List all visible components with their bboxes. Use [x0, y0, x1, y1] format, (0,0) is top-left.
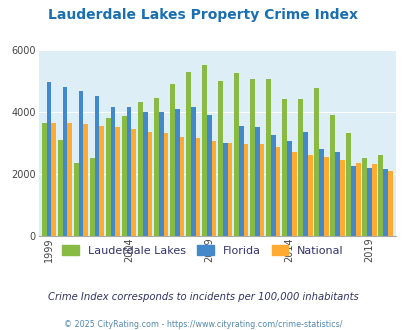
- Bar: [206, 115, 211, 236]
- Bar: [74, 163, 79, 236]
- Bar: [355, 163, 360, 236]
- Bar: [254, 127, 259, 236]
- Bar: [79, 91, 83, 236]
- Bar: [163, 133, 168, 236]
- Bar: [174, 109, 179, 236]
- Bar: [111, 107, 115, 236]
- Bar: [382, 169, 387, 236]
- Bar: [126, 107, 131, 236]
- Bar: [83, 124, 88, 236]
- Bar: [291, 152, 296, 236]
- Bar: [122, 116, 126, 236]
- Bar: [94, 96, 99, 236]
- Bar: [90, 158, 94, 236]
- Bar: [329, 115, 334, 236]
- Bar: [361, 158, 366, 236]
- Bar: [170, 84, 174, 236]
- Bar: [377, 155, 382, 236]
- Bar: [238, 126, 243, 236]
- Bar: [138, 102, 143, 236]
- Bar: [307, 155, 312, 236]
- Text: Crime Index corresponds to incidents per 100,000 inhabitants: Crime Index corresponds to incidents per…: [47, 292, 358, 302]
- Bar: [233, 73, 238, 236]
- Bar: [249, 79, 254, 236]
- Text: Lauderdale Lakes Property Crime Index: Lauderdale Lakes Property Crime Index: [48, 8, 357, 22]
- Bar: [345, 133, 350, 236]
- Bar: [243, 144, 248, 236]
- Bar: [67, 122, 72, 236]
- Bar: [179, 137, 184, 236]
- Bar: [143, 112, 147, 236]
- Bar: [323, 157, 328, 236]
- Bar: [286, 141, 291, 236]
- Bar: [302, 132, 307, 236]
- Bar: [318, 149, 323, 236]
- Bar: [339, 160, 344, 236]
- Bar: [259, 144, 264, 236]
- Bar: [147, 132, 152, 236]
- Bar: [51, 122, 56, 236]
- Bar: [313, 88, 318, 236]
- Bar: [99, 126, 104, 236]
- Legend: Lauderdale Lakes, Florida, National: Lauderdale Lakes, Florida, National: [58, 241, 347, 260]
- Bar: [387, 171, 392, 236]
- Bar: [217, 81, 222, 236]
- Bar: [202, 65, 206, 236]
- Bar: [115, 127, 120, 236]
- Bar: [371, 164, 376, 236]
- Bar: [131, 129, 136, 236]
- Bar: [297, 99, 302, 236]
- Bar: [190, 107, 195, 236]
- Text: © 2025 CityRating.com - https://www.cityrating.com/crime-statistics/: © 2025 CityRating.com - https://www.city…: [64, 320, 341, 329]
- Bar: [42, 122, 47, 236]
- Bar: [62, 87, 67, 236]
- Bar: [106, 118, 111, 236]
- Bar: [281, 99, 286, 236]
- Bar: [350, 166, 355, 236]
- Bar: [153, 98, 158, 236]
- Bar: [211, 141, 216, 236]
- Bar: [275, 148, 280, 236]
- Bar: [227, 143, 232, 236]
- Bar: [158, 112, 163, 236]
- Bar: [265, 79, 270, 236]
- Bar: [270, 135, 275, 236]
- Bar: [366, 168, 371, 236]
- Bar: [195, 138, 200, 236]
- Bar: [58, 140, 62, 236]
- Bar: [47, 82, 51, 236]
- Bar: [185, 72, 190, 236]
- Bar: [222, 143, 227, 236]
- Bar: [334, 152, 339, 236]
